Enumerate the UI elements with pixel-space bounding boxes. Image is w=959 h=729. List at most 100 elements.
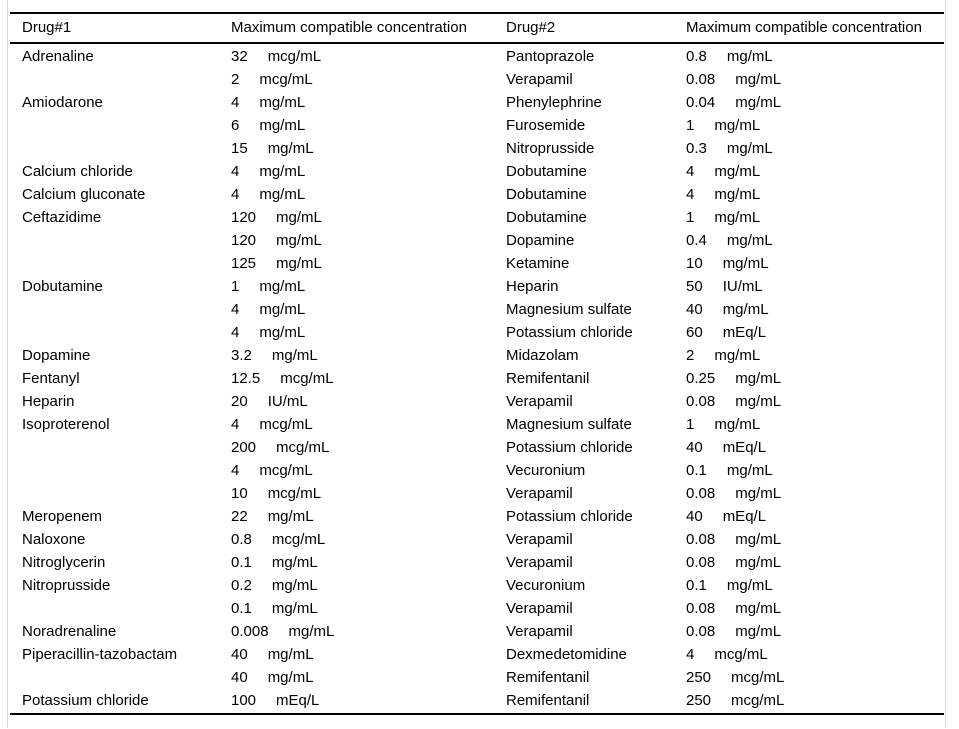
drug1-cell: Noradrenaline [22, 623, 117, 640]
concentration1-cell: 100 mEq/L [231, 689, 506, 712]
concentration2-unit: mg/mL [714, 186, 761, 203]
concentration1-cell: 0.1 mg/mL [231, 551, 506, 574]
concentration1-unit: mcg/mL [259, 71, 313, 88]
drug2-cell: Potassium chloride [506, 324, 633, 341]
concentration1-unit: mg/mL [271, 577, 318, 594]
drug2-cell: Magnesium sulfate [506, 301, 632, 318]
concentration2-unit: mg/mL [735, 370, 782, 387]
concentration1-cell: 15 mg/mL [231, 137, 506, 160]
concentration2-value: 4 [686, 646, 695, 663]
concentration2-cell: 0.4 mg/mL [686, 229, 945, 252]
concentration2-unit: mg/mL [735, 71, 782, 88]
concentration1-value: 0.1 [231, 554, 252, 571]
drug2-cell: Verapamil [506, 531, 573, 548]
concentration2-unit: mg/mL [735, 393, 782, 410]
concentration2-value: 250 [686, 692, 712, 709]
concentration2-unit: mg/mL [726, 232, 773, 249]
concentration1-unit: mg/mL [267, 669, 314, 686]
drug2-cell: Heparin [506, 278, 559, 295]
column-header-drug1: Drug#1 [22, 18, 72, 36]
table-row: 40 mg/mL Remifentanil 250 mcg/mL [8, 666, 945, 689]
concentration2-value: 2 [686, 347, 695, 364]
concentration1-value: 3.2 [231, 347, 252, 364]
concentration1-value: 15 [231, 140, 248, 157]
concentration2-unit: mg/mL [714, 163, 761, 180]
concentration1-cell: 10 mcg/mL [231, 482, 506, 505]
concentration1-cell: 4 mg/mL [231, 183, 506, 206]
concentration1-value: 120 [231, 209, 257, 226]
concentration2-cell: 250 mcg/mL [686, 666, 945, 689]
concentration1-unit: mcg/mL [267, 485, 322, 502]
concentration2-value: 4 [686, 186, 695, 203]
table-bottom-rule [10, 713, 944, 715]
concentration2-cell: 250 mcg/mL [686, 689, 945, 712]
table-row: Isoproterenol 4 mcg/mL Magnesium sulfate … [8, 413, 945, 436]
table-row: 125 mg/mL Ketamine 10 mg/mL [8, 252, 945, 275]
concentration2-cell: 0.1 mg/mL [686, 574, 945, 597]
concentration1-cell: 2 mcg/mL [231, 68, 506, 91]
concentration1-value: 200 [231, 439, 257, 456]
concentration1-cell: 120 mg/mL [231, 206, 506, 229]
concentration2-cell: 50 IU/mL [686, 275, 945, 298]
column-header-drug2: Drug#2 [506, 18, 556, 36]
concentration2-cell: 0.08 mg/mL [686, 551, 945, 574]
drug1-cell: Dopamine [22, 347, 91, 364]
concentration1-value: 0.1 [231, 600, 252, 617]
concentration1-cell: 4 mcg/mL [231, 413, 506, 436]
concentration1-unit: mg/mL [267, 140, 314, 157]
concentration1-value: 1 [231, 278, 240, 295]
drug2-cell: Potassium chloride [506, 439, 633, 456]
concentration1-value: 32 [231, 48, 248, 65]
concentration1-value: 100 [231, 692, 257, 709]
concentration1-unit: mg/mL [259, 301, 306, 318]
concentration1-cell: 200 mcg/mL [231, 436, 506, 459]
concentration2-value: 0.25 [686, 370, 716, 387]
concentration1-cell: 0.8 mcg/mL [231, 528, 506, 551]
drug-compatibility-table: Drug#1 Maximum compatible concentration … [7, 0, 946, 728]
concentration2-value: 0.08 [686, 623, 716, 640]
concentration1-value: 120 [231, 232, 257, 249]
concentration1-unit: mEq/L [276, 692, 320, 709]
concentration2-value: 1 [686, 416, 695, 433]
concentration2-unit: mg/mL [726, 577, 773, 594]
drug2-cell: Remifentanil [506, 370, 590, 387]
table-row: Adrenaline 32 mcg/mL Pantoprazole 0.8 mg/m… [8, 45, 945, 68]
drug2-cell: Verapamil [506, 393, 573, 410]
concentration1-unit: mg/mL [267, 508, 314, 525]
concentration1-value: 4 [231, 301, 240, 318]
table-row: 4 mcg/mL Vecuronium 0.1 mg/mL [8, 459, 945, 482]
table-row: Meropenem 22 mg/mL Potassium chloride 40 m… [8, 505, 945, 528]
concentration1-value: 22 [231, 508, 248, 525]
concentration1-unit: mg/mL [276, 209, 322, 226]
concentration2-cell: 1 mg/mL [686, 114, 945, 137]
table-row: Fentanyl 12.5 mcg/mL Remifentanil 0.25 mg/… [8, 367, 945, 390]
table-row: 4 mg/mL Potassium chloride 60 mEq/L [8, 321, 945, 344]
concentration2-unit: mg/mL [714, 117, 761, 134]
concentration1-cell: 4 mg/mL [231, 321, 506, 344]
concentration1-value: 4 [231, 416, 240, 433]
concentration2-cell: 0.3 mg/mL [686, 137, 945, 160]
concentration2-unit: mEq/L [722, 439, 767, 456]
table-row: Amiodarone 4 mg/mL Phenylephrine 0.04 mg/m… [8, 91, 945, 114]
concentration2-unit: mcg/mL [731, 669, 785, 686]
concentration1-cell: 22 mg/mL [231, 505, 506, 528]
concentration1-unit: mg/mL [271, 600, 318, 617]
concentration2-unit: mg/mL [714, 416, 761, 433]
table-row: Dopamine 3.2 mg/mL Midazolam 2 mg/mL [8, 344, 945, 367]
table-top-rule [10, 12, 944, 14]
concentration2-value: 0.08 [686, 71, 716, 88]
drug2-cell: Ketamine [506, 255, 570, 272]
concentration1-unit: mcg/mL [267, 48, 322, 65]
concentration2-unit: mg/mL [722, 301, 769, 318]
drug2-cell: Remifentanil [506, 669, 590, 686]
drug2-cell: Midazolam [506, 347, 579, 364]
concentration1-unit: mg/mL [288, 623, 335, 640]
concentration1-value: 40 [231, 669, 248, 686]
table-row: Nitroprusside 0.2 mg/mL Vecuronium 0.1 mg/… [8, 574, 945, 597]
concentration1-value: 20 [231, 393, 248, 410]
concentration1-unit: mg/mL [259, 186, 306, 203]
concentration1-cell: 3.2 mg/mL [231, 344, 506, 367]
drug2-cell: Verapamil [506, 600, 573, 617]
concentration2-unit: mg/mL [735, 531, 782, 548]
drug1-cell: Nitroglycerin [22, 554, 106, 571]
